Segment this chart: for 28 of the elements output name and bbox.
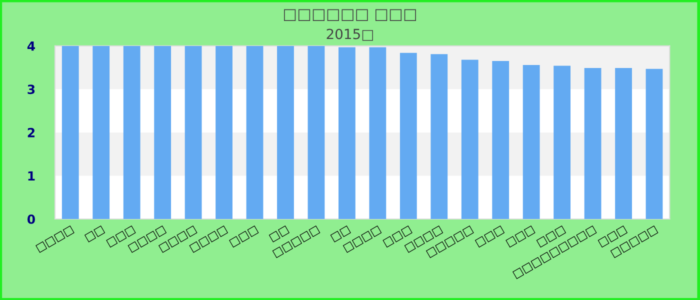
bar — [308, 46, 325, 219]
x-tick-label: □□ — [84, 225, 106, 242]
bar — [184, 46, 202, 219]
bar — [62, 46, 79, 219]
y-tick-label: 1 — [28, 171, 35, 180]
bar — [584, 68, 602, 219]
bar — [154, 46, 172, 219]
bar — [338, 47, 356, 219]
bar — [246, 46, 264, 219]
bar — [646, 68, 663, 219]
y-tick-label: 3 — [28, 84, 35, 94]
y-tick-label: 4 — [27, 42, 35, 51]
chart-title: □□□□□□ □□□ — [284, 9, 416, 21]
bar — [123, 46, 140, 219]
bar — [430, 54, 448, 219]
bar — [554, 66, 571, 219]
bar — [369, 47, 386, 219]
y-tick-label: 2 — [28, 128, 34, 138]
bar — [461, 60, 478, 219]
y-tick-label: 0 — [27, 214, 35, 224]
chart-subtitle: 2015□ — [326, 28, 373, 41]
bar — [400, 52, 417, 219]
bar — [277, 46, 294, 219]
bar — [522, 64, 540, 219]
bar — [492, 61, 510, 219]
bar — [92, 46, 110, 219]
bar — [216, 46, 232, 219]
bar — [615, 68, 632, 219]
